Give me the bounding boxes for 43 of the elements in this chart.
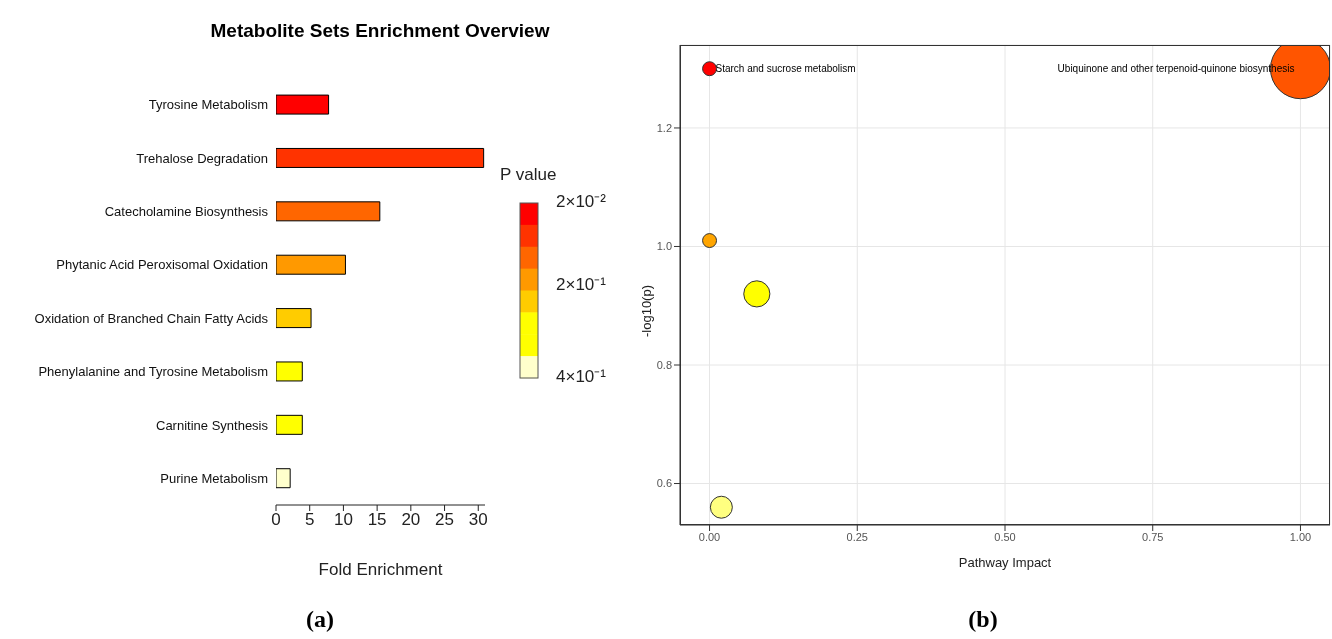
text: (b) [967,606,999,633]
x-tick-label: 10 [333,510,353,530]
y-tick-label: Catecholamine Biosynthesis [104,204,269,220]
y-axis-title: -log10(p) [638,285,654,338]
x-tick-label: 5 [304,510,315,530]
x-tick-label: 25 [435,510,455,530]
x-tick-label: 0.75 [1142,530,1164,543]
x-tick-label: 20 [401,510,421,530]
bar [276,414,303,435]
y-tick-label: Tyrosine Metabolism [148,97,268,113]
x-tick-label: 0.00 [698,530,721,543]
x-tick-label: 30 [468,510,488,530]
x-tick-label: 1.00 [1289,530,1312,543]
bar [276,308,312,329]
bar [276,468,291,489]
x-axis-title: Pathway Impact [958,555,1052,570]
y-tick-label: 1.0 [656,240,672,253]
chart-title: Metabolite Sets Enrichment Overview [209,20,551,42]
bar [276,94,330,115]
bar [276,201,381,222]
bar [276,147,485,168]
bar [276,254,346,275]
x-tick-label: 0 [271,510,281,530]
y-tick-label: Purine Metabolism [160,470,268,486]
x-tick-label: 0.25 [846,530,868,543]
x-tick-label: 15 [367,510,387,530]
x-axis-title: Fold Enrichment [318,560,443,579]
bar [276,361,303,382]
color-bar-label: 4×10⁻¹ [556,367,607,387]
y-tick-label: Phenylalanine and Tyrosine Metabolism [38,364,268,380]
y-tick-label: 1.2 [656,121,672,134]
text: (a) [305,606,335,633]
y-tick-label: Phytanic Acid Peroxisomal Oxidation [56,257,268,273]
x-tick-label: 0.50 [994,530,1016,543]
legend-title: P value [500,165,557,184]
y-tick-label: Trehalose Degradation [136,150,268,166]
y-tick-label: 0.8 [656,358,672,371]
y-tick-label: Oxidation of Branched Chain Fatty Acids [34,310,269,326]
color-bar-label: 2×10⁻² [556,192,607,212]
annotation: Starch and sucrose metabolism [715,63,856,75]
y-tick-label: 0.6 [656,477,672,490]
y-tick-label: Carnitine Synthesis [156,417,269,433]
color-bar-label: 2×10⁻¹ [556,275,607,295]
